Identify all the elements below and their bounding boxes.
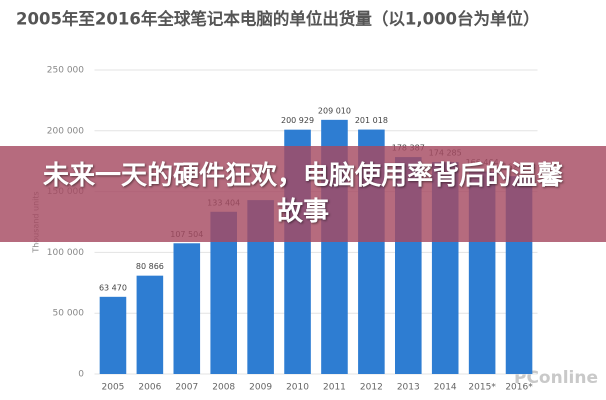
value-label: 63 470 [99,283,127,292]
x-tick-label: 2006 [138,383,161,393]
x-tick-label: 2012 [360,383,383,393]
x-tick-label: 2005 [102,383,125,393]
chart-title: 2005年至2016年全球笔记本电脑的单位出货量（以1,000台为单位） [16,9,540,29]
x-tick-label: 2010 [286,383,309,393]
bar [136,275,164,374]
x-tick-label: 2014 [434,383,457,393]
bar [99,296,127,374]
x-tick-label: 2011 [323,383,346,393]
x-tick-label: 2007 [175,383,198,393]
banner: 未来一天的硬件狂欢，电脑使用率背后的温馨故事 [0,146,606,242]
y-tick-label: 100 000 [47,248,84,258]
y-tick-label: 0 [78,370,84,380]
x-tick-label: 2008 [212,383,235,393]
watermark: PConline [514,368,598,388]
y-tick-label: 200 000 [47,126,84,136]
value-label: 80 866 [136,262,164,271]
value-label: 209 010 [318,106,351,115]
y-tick-label: 250 000 [47,66,84,76]
x-tick-label: 2016* [505,383,533,393]
bar [173,243,201,374]
value-label: 201 018 [355,116,388,125]
value-label: 200 929 [281,116,314,125]
x-tick-label: 2009 [249,383,272,393]
x-tick-label: 2013 [397,383,420,393]
y-tick-label: 50 000 [53,309,85,319]
banner-text: 未来一天的硬件狂欢，电脑使用率背后的温馨故事 [43,161,564,227]
x-tick-label: 2015* [468,383,496,393]
